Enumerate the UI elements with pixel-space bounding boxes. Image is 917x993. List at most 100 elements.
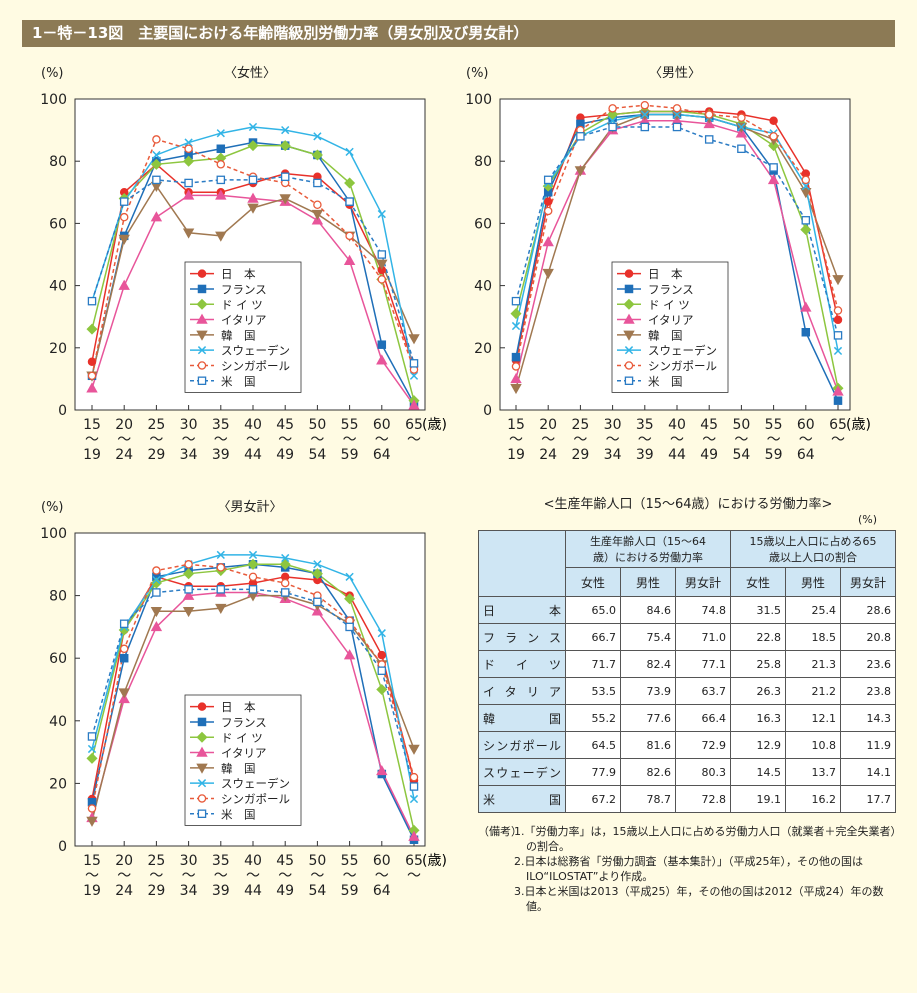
- marker: [86, 752, 98, 764]
- marker: [197, 346, 207, 355]
- marker: [543, 197, 553, 206]
- row-header: 韓国: [478, 704, 566, 732]
- marker: [542, 236, 554, 247]
- legend-label: 韓 国: [221, 761, 256, 775]
- y-axis-label: (%): [41, 500, 64, 515]
- marker: [511, 362, 521, 371]
- marker: [510, 383, 522, 395]
- x-tick-label: 25 ～ 29: [571, 417, 590, 463]
- marker: [408, 334, 420, 345]
- marker: [377, 340, 387, 349]
- marker: [248, 572, 258, 582]
- marker: [801, 216, 811, 225]
- x-tick-label: 15 ～ 19: [83, 417, 101, 463]
- marker: [377, 666, 387, 675]
- marker: [216, 585, 226, 594]
- marker: [279, 558, 291, 570]
- legend-label: 米 国: [648, 374, 683, 388]
- marker: [313, 178, 322, 188]
- legend-label: イタリア: [648, 313, 694, 327]
- y-tick-label: 40: [474, 279, 492, 295]
- table-cell: 23.6: [840, 650, 896, 678]
- x-tick-label: 30 ～ 34: [603, 417, 622, 463]
- table-cell: 21.2: [785, 677, 841, 705]
- x-tick-label: 50 ～ 54: [308, 417, 327, 463]
- column-header: 女性: [565, 567, 621, 597]
- marker: [313, 560, 322, 569]
- marker: [182, 228, 195, 239]
- table-cell: 77.6: [620, 704, 676, 732]
- marker: [196, 330, 208, 341]
- chart-title: 〈女性〉: [224, 66, 276, 81]
- marker: [408, 399, 420, 410]
- table-unit: (%): [858, 513, 878, 526]
- marker: [511, 352, 521, 362]
- marker: [409, 359, 419, 368]
- marker: [150, 158, 162, 170]
- marker: [542, 268, 554, 280]
- table-cell: 18.5: [785, 623, 841, 651]
- marker: [543, 175, 553, 185]
- table-cell: 20.8: [840, 623, 896, 651]
- chart-title: 〈男性〉: [649, 66, 701, 81]
- marker: [768, 140, 780, 152]
- marker: [196, 298, 208, 310]
- marker: [119, 653, 129, 663]
- marker: [767, 173, 780, 185]
- marker: [184, 144, 193, 154]
- table-cell: 28.6: [840, 596, 896, 624]
- x-tick-label: 25 ～ 29: [147, 853, 166, 899]
- group-header: 15歳以上人口に占める65歳以上人口の割合: [730, 530, 896, 568]
- marker: [247, 192, 259, 203]
- marker: [608, 122, 617, 132]
- table-row: イタリア 53.5 73.9 63.7 26.3 21.2 23.8: [478, 677, 896, 705]
- column-header: 男女計: [675, 567, 731, 597]
- marker: [377, 250, 387, 259]
- legend-label: スウェーデン: [221, 344, 290, 358]
- x-tick-label: 40 ～ 44: [668, 417, 686, 463]
- x-tick-label: 50 ～ 54: [732, 417, 751, 463]
- marker: [248, 122, 258, 132]
- marker: [376, 683, 388, 696]
- y-axis-label: (%): [41, 66, 64, 81]
- note-item: 2.日本は総務省「労働力調査（基本集計）」（平成25年），その他の国はILO“I…: [514, 855, 863, 883]
- table-cell: 66.7: [565, 623, 621, 651]
- x-tick-label: 55 ～ 59: [340, 417, 359, 463]
- chart-title: 〈男女計〉: [217, 499, 282, 515]
- legend-label: シンガポール: [221, 792, 290, 806]
- legend-label: シンガポール: [221, 359, 290, 373]
- marker: [737, 113, 746, 122]
- marker: [184, 585, 193, 594]
- column-header: 男女計: [840, 567, 896, 597]
- row-header: シンガポール: [478, 731, 566, 759]
- row-header: フランス: [478, 623, 566, 651]
- table-row: 韓国 55.2 77.6 66.4 16.3 12.1 14.3: [478, 704, 896, 732]
- table-cell: 22.8: [730, 623, 786, 651]
- table-cell: 14.5: [730, 758, 786, 786]
- marker: [152, 150, 161, 160]
- y-tick-label: 80: [49, 589, 67, 605]
- y-tick-label: 40: [49, 279, 67, 295]
- marker: [86, 816, 98, 827]
- marker: [247, 558, 259, 570]
- corner-cell: [478, 530, 566, 597]
- x-tick-label: 20 ～ 24: [115, 417, 134, 463]
- x-tick-label: 35 ～ 39: [211, 853, 230, 899]
- table-cell: 19.1: [730, 785, 786, 813]
- marker: [281, 553, 290, 563]
- marker: [607, 109, 619, 121]
- x-tick-label: 50 ～ 54: [308, 853, 327, 899]
- table-cell: 64.5: [565, 731, 621, 759]
- marker: [196, 731, 208, 743]
- table-cell: 25.4: [785, 596, 841, 624]
- marker: [150, 577, 162, 589]
- table-row: スウェーデン 77.9 82.6 80.3 14.5 13.7 14.1: [478, 758, 896, 786]
- marker: [833, 306, 843, 315]
- row-header: イタリア: [478, 677, 566, 705]
- x-tick-label: 60 ～ 64: [372, 853, 391, 899]
- table-cell: 12.1: [785, 704, 841, 732]
- marker: [576, 132, 585, 141]
- marker: [345, 231, 354, 241]
- marker: [511, 296, 521, 306]
